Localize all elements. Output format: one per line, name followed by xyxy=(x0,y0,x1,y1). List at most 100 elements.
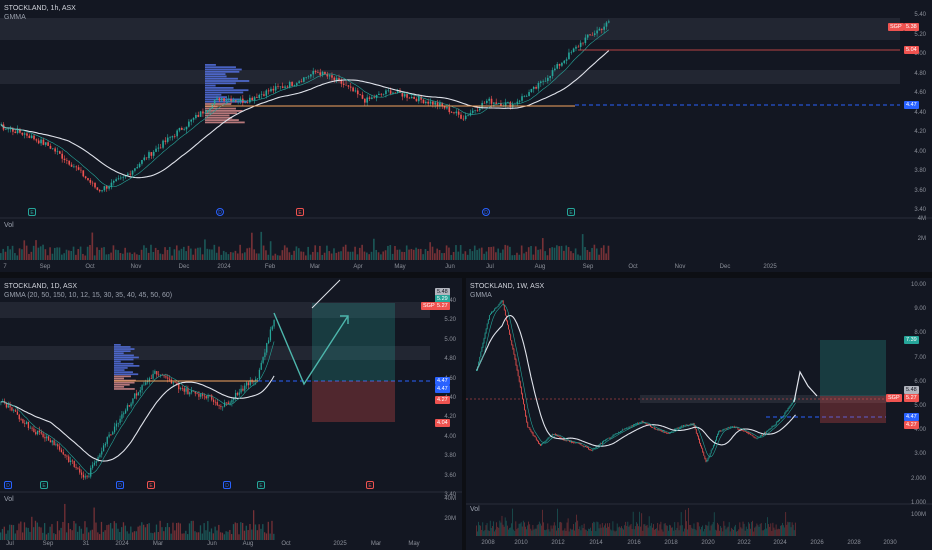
top-candle xyxy=(356,90,359,95)
top-volume-bar xyxy=(79,246,82,260)
right-candle xyxy=(653,427,655,429)
top-candle xyxy=(528,92,530,96)
right-candle xyxy=(672,430,674,432)
left-candle xyxy=(211,395,213,400)
right-volume-bar xyxy=(586,531,588,536)
top-chart-panel[interactable]: STOCKLAND, 1h, ASX GMMA Vol 5.40 5.20 5.00… xyxy=(0,0,932,272)
top-volume-profile-bar xyxy=(205,77,238,80)
top-volume-bar xyxy=(382,251,385,260)
right-candle xyxy=(726,428,728,429)
top-candle xyxy=(417,96,420,102)
top-event-earnings[interactable]: E xyxy=(567,208,575,216)
right-candle xyxy=(774,424,776,426)
top-candle xyxy=(288,82,291,88)
right-volume-bar xyxy=(675,530,677,536)
right-candle xyxy=(600,443,602,444)
left-event-marker[interactable]: D xyxy=(116,481,124,489)
top-volume-bar xyxy=(103,247,105,260)
right-volume-bar xyxy=(752,520,754,536)
top-price-chart[interactable] xyxy=(0,0,932,272)
left-volume-bar xyxy=(154,532,156,540)
right-candle xyxy=(509,329,511,335)
left-volume-bar xyxy=(172,522,174,540)
right-candle xyxy=(490,313,491,316)
right-price-tick: 8.00 xyxy=(914,330,926,337)
right-candle xyxy=(733,426,735,428)
right-candle xyxy=(695,429,697,434)
right-volume-bar xyxy=(719,530,720,536)
right-volume-bar xyxy=(751,522,752,536)
right-candle xyxy=(712,445,714,449)
top-chart-title: STOCKLAND, 1h, ASX GMMA xyxy=(4,4,76,22)
right-candle xyxy=(732,426,733,428)
right-volume-bar xyxy=(776,529,778,536)
right-volume-bar xyxy=(689,524,691,536)
right-volume-bar xyxy=(679,525,681,536)
top-candle xyxy=(173,136,176,137)
top-volume-bar xyxy=(297,248,300,260)
right-volume-bar xyxy=(725,529,727,536)
right-volume-bar xyxy=(765,522,766,536)
top-volume-bar xyxy=(445,245,448,260)
right-candle xyxy=(707,458,709,461)
top-event-dividend[interactable]: D xyxy=(216,208,224,216)
right-chart-panel[interactable]: STOCKLAND, 1W, ASX GMMA Vol 10.00 9.00 8.0… xyxy=(466,278,932,550)
right-price-tick: 6.00 xyxy=(914,378,926,385)
left-volume-bar xyxy=(1,528,4,540)
left-candle xyxy=(60,449,63,453)
left-chart-panel[interactable]: STOCKLAND, 1D, ASX GMMA (20, 50, 150, 10… xyxy=(0,278,462,550)
right-volume-bar xyxy=(504,517,506,536)
left-candle xyxy=(20,419,22,420)
right-volume-bar xyxy=(511,523,512,536)
left-event-marker[interactable]: D xyxy=(4,481,12,489)
right-volume-bar xyxy=(527,525,528,536)
top-time-tick: Oct xyxy=(628,264,638,270)
right-candle xyxy=(476,370,477,372)
top-event-dividend[interactable]: D xyxy=(482,208,490,216)
top-event-earnings[interactable]: E xyxy=(296,208,304,216)
top-volume-profile-bar xyxy=(205,89,249,92)
left-event-marker[interactable]: E xyxy=(366,481,374,489)
left-volume-bar xyxy=(11,524,13,540)
top-time-tick: Sep xyxy=(582,264,594,270)
right-price-chart[interactable] xyxy=(466,278,932,550)
left-candle xyxy=(58,446,61,450)
left-time-tick: Oct xyxy=(281,541,291,547)
right-volume-bar xyxy=(652,527,653,536)
right-candle xyxy=(751,434,753,436)
right-candle xyxy=(602,441,603,444)
top-volume-profile-bar xyxy=(205,68,242,71)
left-volume-bar xyxy=(188,523,191,540)
left-event-marker[interactable]: E xyxy=(147,481,155,489)
top-volume-bar xyxy=(337,251,340,260)
right-candle xyxy=(609,437,611,439)
left-candle xyxy=(110,434,112,436)
left-event-marker[interactable]: E xyxy=(40,481,48,489)
right-volume-bar xyxy=(540,523,541,536)
right-candle xyxy=(533,435,535,436)
top-candle xyxy=(112,180,115,183)
left-volume-bar xyxy=(117,528,119,540)
left-event-marker[interactable]: E xyxy=(257,481,265,489)
left-candle xyxy=(101,451,103,455)
top-candle xyxy=(335,78,338,81)
top-volume-bar xyxy=(126,252,129,260)
top-volume-bar xyxy=(598,254,600,260)
top-price-tick: 4.00 xyxy=(914,148,926,155)
left-candle xyxy=(273,320,275,327)
top-volume-bar xyxy=(560,245,563,260)
right-volume-bar xyxy=(727,526,729,536)
right-resistance-zone xyxy=(640,395,890,403)
left-volume-bar xyxy=(155,524,158,540)
top-volume-bar xyxy=(452,251,455,260)
left-volume-bar xyxy=(177,522,180,540)
left-volume-bar xyxy=(51,524,53,540)
right-volume-bar xyxy=(612,521,614,536)
top-event-earnings[interactable]: E xyxy=(28,208,36,216)
left-event-marker[interactable]: D xyxy=(223,481,231,489)
right-candle xyxy=(624,429,626,430)
top-candle xyxy=(19,128,21,133)
left-price-chart[interactable] xyxy=(0,278,462,550)
left-candle xyxy=(179,388,182,390)
right-volume-bar xyxy=(512,508,514,536)
